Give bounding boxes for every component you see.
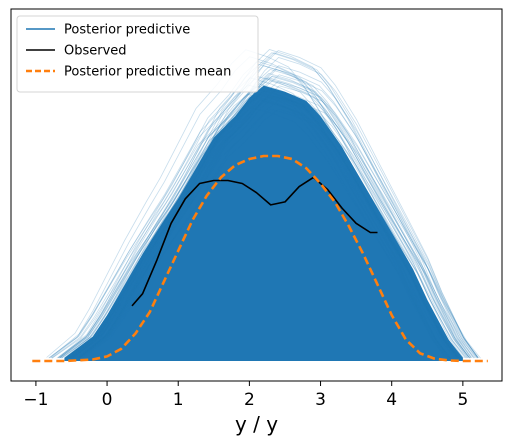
- posterior-predictive-band: [46, 49, 481, 361]
- legend: Posterior predictive Observed Posterior pr…: [16, 15, 259, 93]
- posterior-predictive-sample-line: [79, 65, 479, 359]
- x-tick-label: 3: [315, 390, 326, 410]
- posterior-predictive-sample-line: [51, 92, 451, 359]
- posterior-predictive-sample-line: [56, 98, 456, 359]
- posterior-predictive-sample-line: [70, 68, 470, 359]
- x-tick-label: 5: [457, 390, 468, 410]
- posterior-predictive-sample-line: [71, 108, 471, 359]
- posterior-predictive-sample-line: [74, 52, 474, 358]
- series-lines: [32, 154, 488, 363]
- posterior-predictive-sample-line: [61, 99, 461, 359]
- x-tick-label: 1: [173, 390, 184, 410]
- x-tick-label: −1: [23, 390, 48, 410]
- posterior-predictive-sample-line: [68, 96, 468, 359]
- posterior-predictive-sample-line: [67, 88, 467, 359]
- posterior-predictive-mean-line: [32, 154, 488, 363]
- posterior-predictive-sample-line: [60, 93, 460, 359]
- posterior-predictive-sample-line: [59, 88, 459, 359]
- posterior-predictive-envelope: [64, 85, 463, 361]
- posterior-predictive-sample-line: [71, 95, 471, 359]
- posterior-predictive-sample-line: [59, 89, 459, 359]
- posterior-predictive-sample-line: [79, 85, 479, 359]
- posterior-predictive-sample-line: [66, 77, 466, 359]
- x-axis-ticks: −1 0 1 2 3 4 5: [23, 381, 468, 410]
- posterior-predictive-sample-line: [61, 92, 461, 359]
- posterior-predictive-sample-line: [81, 97, 481, 359]
- posterior-predictive-sample-line: [72, 52, 472, 358]
- posterior-predictive-sample-line: [78, 81, 478, 359]
- posterior-predictive-sample-line: [48, 93, 448, 359]
- legend-label: Posterior predictive mean: [64, 65, 231, 80]
- posterior-predictive-sample-line: [59, 83, 459, 359]
- posterior-predictive-sample-line: [51, 107, 451, 359]
- posterior-predictive-sample-line: [69, 49, 470, 358]
- legend-label: Posterior predictive: [64, 23, 190, 38]
- posterior-predictive-sample-line: [69, 72, 469, 359]
- axes-frame: [10, 8, 503, 382]
- posterior-predictive-sample-line: [68, 77, 468, 359]
- observed-line: [131, 176, 378, 307]
- posterior-predictive-sample-line: [79, 74, 479, 359]
- posterior-predictive-sample-line: [59, 63, 459, 359]
- legend-label: Observed: [64, 44, 127, 59]
- x-axis-label: y / y: [235, 412, 278, 436]
- posterior-predictive-sample-line: [76, 89, 476, 359]
- posterior-predictive-sample-line: [64, 101, 464, 359]
- posterior-predictive-sample-line: [70, 80, 470, 359]
- posterior-predictive-sample-line: [72, 76, 472, 359]
- posterior-predictive-sample-line: [78, 50, 478, 358]
- posterior-predictive-sample-line: [77, 68, 477, 359]
- posterior-predictive-sample-line: [73, 75, 473, 359]
- legend-box: [16, 15, 259, 93]
- posterior-predictive-sample-line: [64, 65, 464, 359]
- posterior-predictive-sample-line: [79, 57, 479, 358]
- posterior-predictive-sample-line: [75, 96, 475, 359]
- x-tick-label: 2: [244, 390, 255, 410]
- x-tick-label: 4: [386, 390, 397, 410]
- x-tick-label: 0: [102, 390, 113, 410]
